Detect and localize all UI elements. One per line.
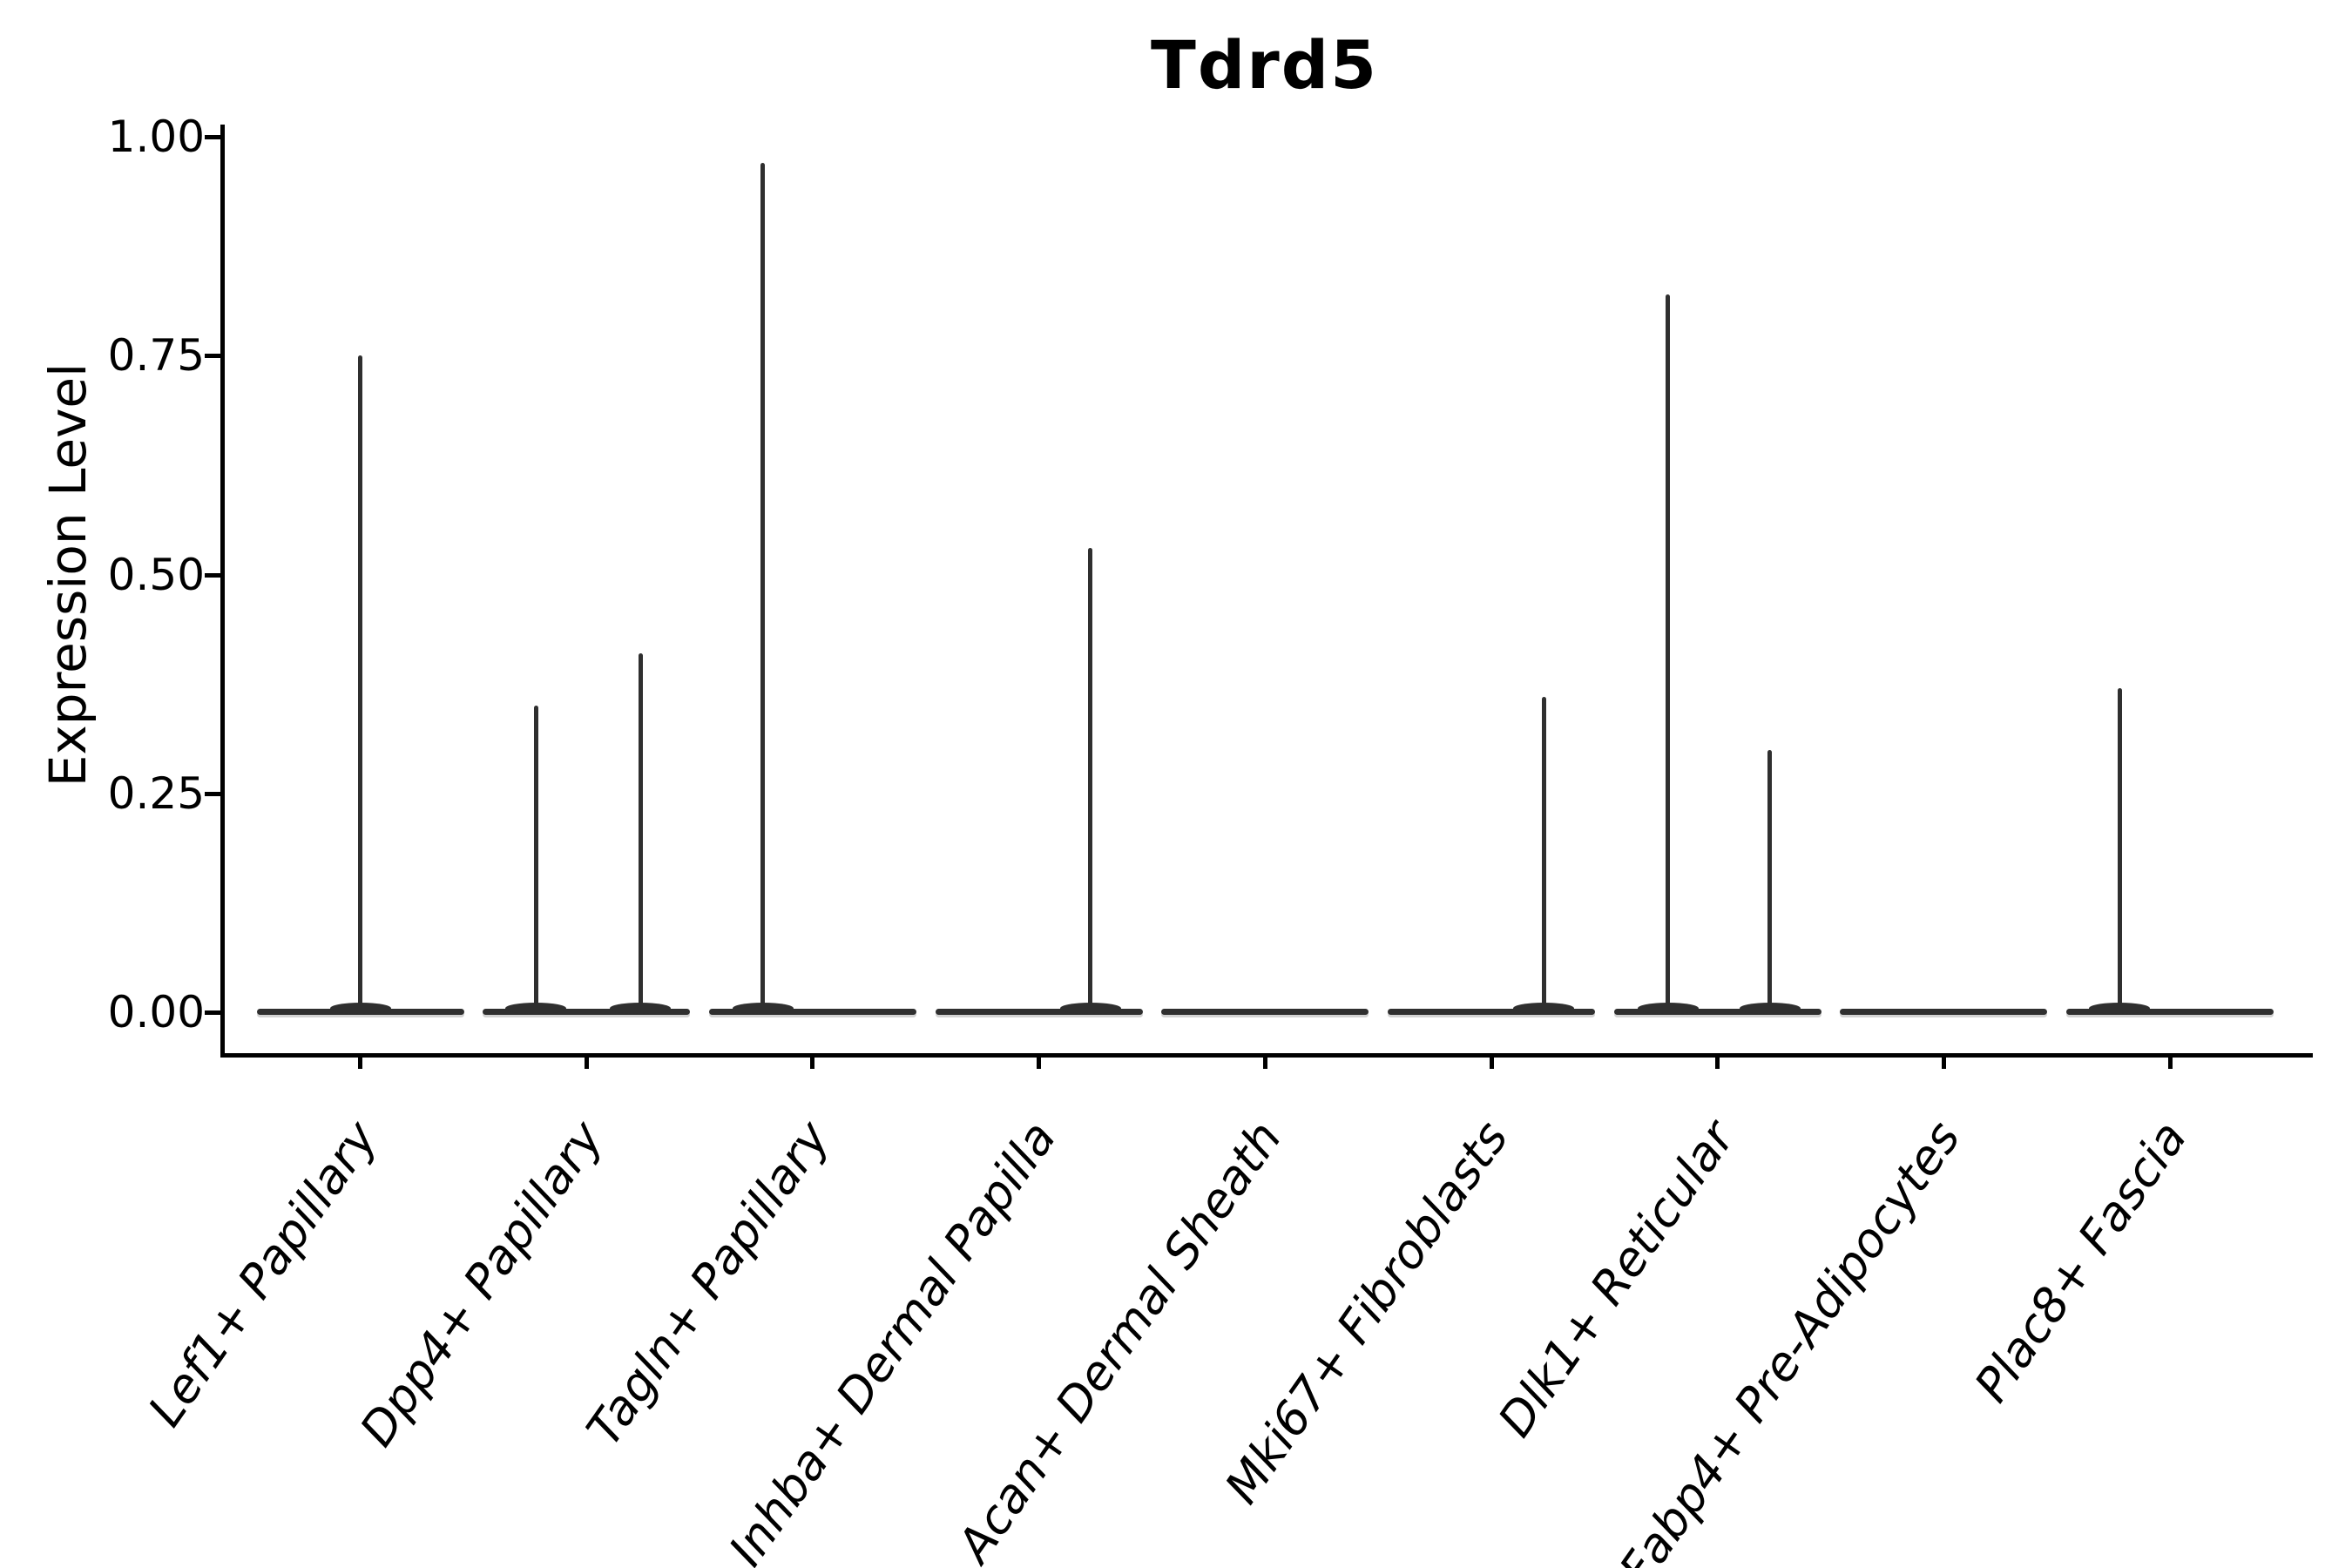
violin-body (1388, 1009, 1595, 1015)
violin-spike (638, 652, 643, 1014)
chart-title: Tdrd5 (1150, 26, 1378, 104)
violin-body (1161, 1009, 1369, 1015)
y-tick-mark (205, 791, 220, 796)
x-tick-mark (1037, 1053, 1042, 1069)
x-tick-label: Dlk1+ Reticular (1487, 1111, 1746, 1447)
violin-body (2066, 1009, 2274, 1015)
x-tick-mark (358, 1053, 362, 1069)
y-tick-mark (205, 1010, 220, 1015)
y-tick-label: 0.00 (107, 987, 205, 1037)
y-tick-mark (205, 135, 220, 139)
y-tick-label: 0.25 (107, 767, 205, 819)
violin-spike (358, 355, 362, 1014)
x-tick-label: Plac8+ Fascia (1963, 1111, 2198, 1412)
violin-spike (2117, 688, 2122, 1014)
x-tick-label: Lef1+ Papillary (137, 1111, 388, 1436)
y-tick-mark (205, 354, 220, 359)
x-tick-label: Tagln+ Papillary (576, 1111, 841, 1456)
violin-spike (1767, 749, 1773, 1014)
x-tick-mark (584, 1053, 589, 1069)
x-tick-mark (1262, 1053, 1267, 1069)
y-tick-mark (205, 572, 220, 578)
violin-spike (1666, 294, 1671, 1014)
x-tick-label: Dpp4+ Papillary (349, 1111, 614, 1456)
violin-spike (1541, 697, 1546, 1014)
violin-body (708, 1009, 916, 1015)
y-tick-label: 0.50 (107, 549, 205, 600)
violin-body (1840, 1009, 2048, 1015)
y-tick-label: 0.75 (107, 330, 205, 382)
violin-body (1613, 1009, 1821, 1015)
x-tick-mark (810, 1053, 815, 1069)
violin-spike (1088, 548, 1093, 1014)
x-tick-mark (1489, 1053, 1494, 1069)
violin-body (483, 1009, 691, 1015)
violin-spike (760, 163, 766, 1014)
x-tick-mark (1715, 1053, 1720, 1069)
violin-body (935, 1009, 1143, 1015)
violin-spike (533, 706, 538, 1014)
x-tick-mark (2167, 1053, 2173, 1069)
x-tick-mark (1941, 1053, 1946, 1069)
y-tick-label: 1.00 (107, 112, 205, 162)
